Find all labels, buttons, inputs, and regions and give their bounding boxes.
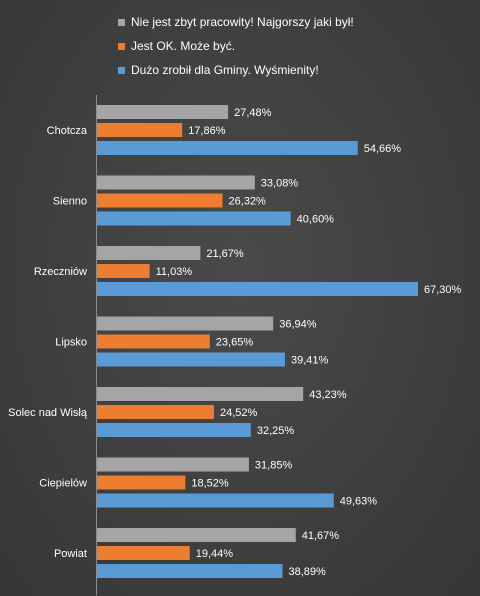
data-label-3-1: 54,66% — [364, 143, 402, 155]
legend-swatch-series-3 — [118, 66, 125, 74]
data-label-1-1: 27,48% — [234, 107, 272, 119]
data-label-3-5: 32,25% — [257, 425, 295, 437]
data-label-2-7: 19,44% — [196, 548, 234, 560]
category-label-1: Chotcza — [47, 125, 88, 137]
data-label-2-1: 17,86% — [188, 125, 226, 137]
data-label-3-7: 38,89% — [289, 566, 327, 578]
bar-2-3 — [97, 264, 150, 278]
data-label-3-4: 39,41% — [291, 355, 329, 367]
bar-2-7 — [97, 546, 190, 560]
bar-1-3 — [97, 246, 201, 260]
bar-1-6 — [97, 457, 249, 472]
data-label-3-6: 49,63% — [340, 496, 378, 508]
data-label-1-4: 36,94% — [279, 319, 317, 331]
legend-item-series-3: Dużo zrobił dla Gminy. Wyśmienity! — [118, 58, 354, 82]
bar-1-4 — [97, 316, 274, 331]
bar-3-1 — [97, 141, 358, 155]
bar-3-5 — [97, 423, 251, 437]
data-label-2-5: 24,52% — [220, 407, 258, 419]
chart-legend: Nie jest zbyt pracowity! Najgorszy jaki … — [118, 10, 354, 82]
legend-label-series-3: Dużo zrobił dla Gminy. Wyśmienity! — [131, 63, 319, 77]
bar-2-1 — [97, 123, 183, 137]
bar-3-3 — [97, 282, 419, 296]
data-label-1-6: 31,85% — [255, 460, 293, 472]
bar-3-2 — [97, 211, 291, 226]
data-label-2-2: 26,32% — [229, 196, 267, 208]
legend-item-series-1: Nie jest zbyt pracowity! Najgorszy jaki … — [118, 10, 354, 34]
bar-2-6 — [97, 475, 186, 490]
data-label-2-6: 18,52% — [191, 478, 229, 490]
category-label-4: Lipsko — [55, 337, 87, 349]
bar-1-7 — [97, 528, 296, 542]
bar-2-4 — [97, 334, 210, 349]
bar-3-6 — [97, 493, 334, 508]
bar-1-2 — [97, 175, 255, 190]
bar-2-2 — [97, 193, 223, 208]
category-label-6: Ciepielów — [39, 478, 87, 490]
data-label-3-2: 40,60% — [297, 214, 335, 226]
data-label-1-2: 33,08% — [261, 178, 299, 190]
bar-3-4 — [97, 352, 285, 367]
bar-3-7 — [97, 564, 283, 578]
data-label-3-3: 67,30% — [424, 284, 462, 296]
bar-1-1 — [97, 105, 229, 119]
data-label-1-3: 21,67% — [206, 248, 244, 260]
category-label-2: Sienno — [53, 196, 87, 208]
category-label-5: Solec nad Wisłą — [8, 407, 88, 419]
legend-item-series-2: Jest OK. Może być. — [118, 34, 354, 58]
legend-swatch-series-1 — [118, 18, 125, 26]
data-label-2-4: 23,65% — [216, 337, 254, 349]
data-label-1-7: 41,67% — [302, 530, 340, 542]
data-label-2-3: 11,03% — [156, 266, 193, 278]
legend-label-series-2: Jest OK. Może być. — [131, 39, 236, 53]
category-label-3: Rzeczniów — [34, 266, 87, 278]
category-label-7: Powiat — [54, 548, 87, 560]
bar-2-5 — [97, 405, 214, 419]
legend-swatch-series-2 — [118, 42, 125, 50]
data-label-1-5: 43,23% — [309, 389, 347, 401]
bar-1-5 — [97, 387, 304, 401]
legend-label-series-1: Nie jest zbyt pracowity! Najgorszy jaki … — [131, 15, 354, 29]
